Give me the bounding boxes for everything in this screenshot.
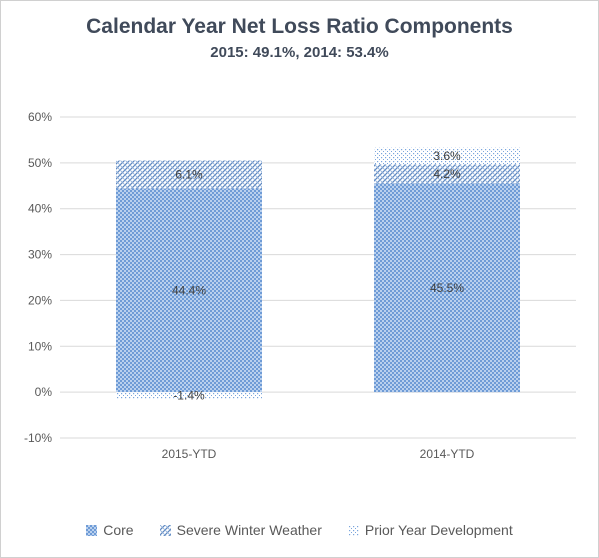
y-tick-label: 10% <box>28 339 52 353</box>
legend-swatch-severe-winter-weather <box>159 524 171 536</box>
bar-segment-severe-winter-weather <box>374 164 520 184</box>
legend-item-severe-winter-weather: Severe Winter Weather <box>159 522 322 538</box>
legend-swatch-core <box>86 524 98 536</box>
y-tick-label: 40% <box>28 202 52 216</box>
chart-subtitle: 2015: 49.1%, 2014: 53.4% <box>210 44 389 61</box>
x-tick-label: 2014-YTD <box>420 447 475 461</box>
bar-segment-severe-winter-weather <box>116 160 262 189</box>
y-tick-label: 60% <box>28 110 52 124</box>
legend-label-core: Core <box>103 522 134 538</box>
y-tick-label: 50% <box>28 156 52 170</box>
data-label-core: 44.4% <box>172 283 206 297</box>
chart-title: Calendar Year Net Loss Ratio Components <box>86 15 513 38</box>
data-label-prior-year-development: -1.4% <box>173 388 205 402</box>
legend-swatch-prior-year-development <box>347 524 359 536</box>
legend-label-severe-winter-weather: Severe Winter Weather <box>176 522 322 538</box>
y-tick-label: -10% <box>24 431 52 445</box>
data-label-severe-winter-weather: 4.2% <box>433 167 461 181</box>
y-tick-label: 0% <box>35 385 53 399</box>
bar-segment-prior-year-development <box>374 147 520 165</box>
y-tick-label: 20% <box>28 293 52 307</box>
legend-item-core: Core <box>86 522 134 538</box>
x-tick-label: 2015-YTD <box>162 447 217 461</box>
y-tick-label: 30% <box>28 248 52 262</box>
bar-segment-prior-year-development <box>116 392 262 399</box>
chart-legend: Core Severe Winter Weather Prior Year De… <box>0 522 599 538</box>
data-label-core: 45.5% <box>430 281 464 295</box>
data-label-prior-year-development: 3.6% <box>433 149 461 163</box>
bar-segment-core <box>116 188 262 393</box>
data-label-severe-winter-weather: 6.1% <box>175 168 203 182</box>
legend-item-prior-year-development: Prior Year Development <box>347 522 513 538</box>
legend-label-prior-year-development: Prior Year Development <box>364 522 513 538</box>
bar-segment-core <box>374 183 520 393</box>
